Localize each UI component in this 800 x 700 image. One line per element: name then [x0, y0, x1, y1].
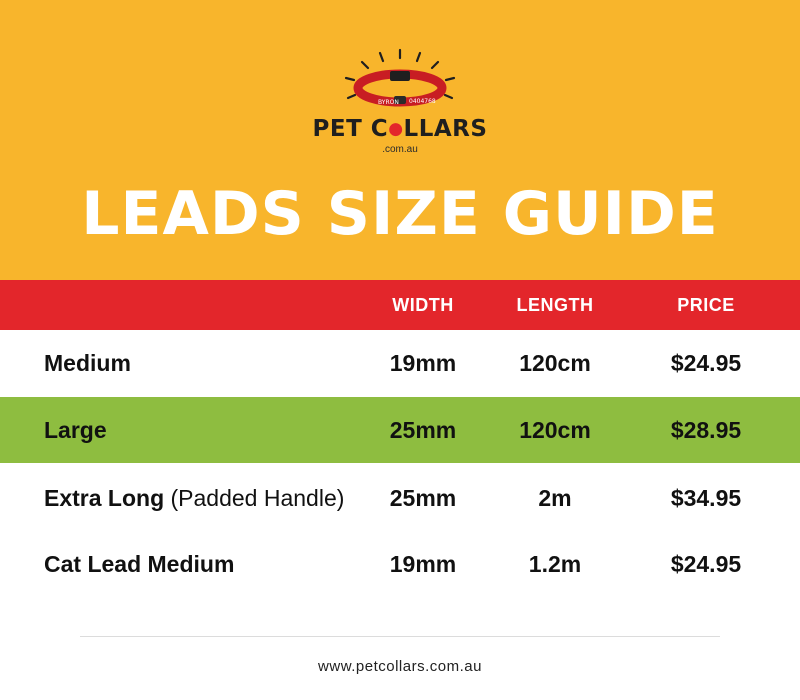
footer-url: www.petcollars.com.au [318, 658, 482, 675]
header-width: WIDTH [392, 295, 454, 315]
header-banner: BYRON 0404768 PET C●LLARS .com.au LEADS … [0, 0, 800, 280]
paw-icon: ● [388, 119, 404, 139]
brand-name: PET C●LLARS [300, 116, 500, 142]
row-name: Large [44, 397, 107, 463]
row-name-text: Cat Lead Medium [44, 551, 235, 577]
row-price: $24.95 [670, 551, 742, 577]
pet-collars-logo: BYRON 0404768 PET C●LLARS .com.au [300, 44, 500, 164]
row-price: $24.95 [670, 350, 742, 376]
page-title: LEADS SIZE GUIDE [81, 179, 719, 249]
row-length: 1.2m [528, 551, 582, 577]
row-name: Medium [44, 330, 131, 396]
table-header: WIDTH LENGTH PRICE [0, 280, 800, 330]
row-price: $34.95 [670, 485, 742, 511]
row-width: 25mm [389, 485, 457, 511]
collar-name-text: BYRON [378, 99, 399, 106]
row-name-text: Large [44, 417, 107, 443]
row-length: 120cm [519, 350, 591, 376]
row-width: 19mm [389, 350, 457, 376]
collar-icon: BYRON 0404768 [344, 48, 456, 107]
table-row-highlighted: Large 25mm 120cm $28.95 [0, 397, 800, 463]
collar-phone-text: 0404768 [409, 98, 436, 105]
footer-divider [80, 636, 720, 637]
table-row: Cat Lead Medium 19mm 1.2m $24.95 [0, 531, 800, 597]
row-note-text: (Padded Handle) [164, 485, 345, 511]
brand-collars-text: LLARS [403, 116, 488, 142]
row-width: 19mm [389, 551, 457, 577]
header-length: LENGTH [516, 295, 594, 315]
row-name-text: Medium [44, 350, 131, 376]
table-row: Extra Long (Padded Handle) 25mm 2m $34.9… [0, 465, 800, 531]
row-price: $28.95 [670, 417, 742, 443]
row-width: 25mm [389, 417, 457, 443]
brand-domain: .com.au [382, 144, 418, 155]
brand-pet-text: PET C [312, 116, 389, 142]
row-name: Cat Lead Medium [44, 531, 234, 597]
row-name-text: Extra Long [44, 485, 165, 511]
header-price: PRICE [677, 295, 735, 315]
row-name: Extra Long (Padded Handle) [44, 465, 344, 531]
table-row: Medium 19mm 120cm $24.95 [0, 330, 800, 396]
row-length: 120cm [519, 417, 591, 443]
row-length: 2m [538, 485, 572, 511]
